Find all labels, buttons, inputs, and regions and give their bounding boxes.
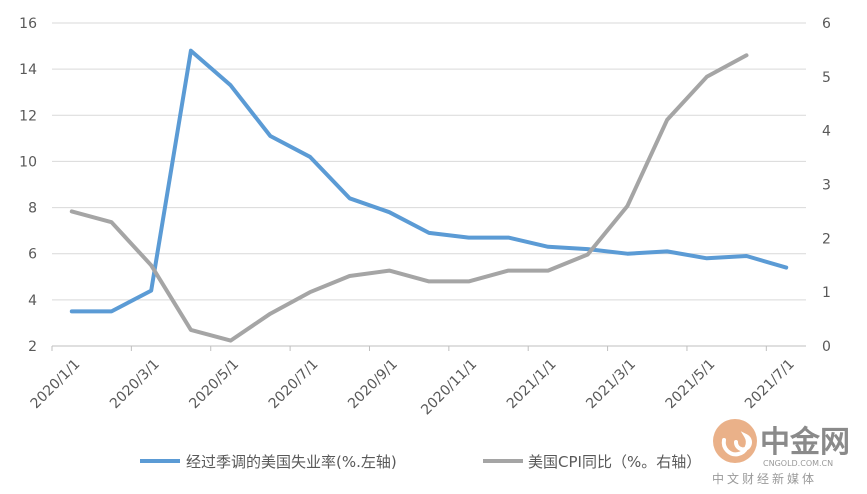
x-tick-label: 2021/3/1 bbox=[583, 356, 639, 412]
y-right-tick-label: 5 bbox=[822, 70, 831, 86]
watermark-logo-swirl bbox=[721, 431, 752, 457]
y-right-tick-label: 0 bbox=[822, 339, 831, 355]
y-left-tick-label: 12 bbox=[19, 108, 37, 124]
legend-label: 美国CPI同比（%。右轴） bbox=[528, 453, 701, 471]
x-tick-label: 2020/7/1 bbox=[266, 356, 322, 412]
legend: 经过季调的美国失业率(%.左轴) 美国CPI同比（%。右轴） bbox=[140, 453, 701, 471]
y-right-tick-label: 3 bbox=[822, 178, 831, 194]
y-left-tick-label: 6 bbox=[28, 247, 37, 263]
y-right-tick-label: 1 bbox=[822, 285, 831, 301]
legend-label: 经过季调的美国失业率(%.左轴) bbox=[186, 453, 397, 471]
x-tick-label: 2021/5/1 bbox=[663, 356, 719, 412]
y-left-tick-label: 16 bbox=[19, 16, 37, 32]
x-tick-label: 2020/5/1 bbox=[186, 356, 242, 412]
unemployment-series-line bbox=[69, 48, 789, 314]
cpi-series-line bbox=[69, 53, 749, 343]
gridlines bbox=[52, 22, 806, 301]
x-tick-label: 2021/1/1 bbox=[504, 356, 560, 412]
watermark-brand: 中金网 bbox=[760, 425, 850, 460]
y-right-tick-label: 4 bbox=[822, 124, 831, 140]
y-left-tick-label: 2 bbox=[28, 339, 37, 355]
y-right-tick-label: 2 bbox=[822, 231, 831, 247]
y-left-tick-label: 14 bbox=[19, 62, 37, 78]
y-left-tick-label: 8 bbox=[28, 201, 37, 217]
watermark-tagline: 中文财经新媒体 bbox=[712, 471, 817, 486]
x-tick-label: 2020/1/1 bbox=[28, 356, 84, 412]
x-tick-label: 2020/3/1 bbox=[107, 356, 163, 412]
y-left-tick-label: 10 bbox=[19, 154, 37, 170]
x-tick-label: 2020/9/1 bbox=[345, 356, 401, 412]
y-left-tick-label: 4 bbox=[28, 293, 37, 309]
x-tick-label: 2020/11/1 bbox=[418, 356, 480, 418]
watermark-site: CNGOLD.COM.CN bbox=[763, 459, 833, 468]
y-right-tick-label: 6 bbox=[822, 16, 831, 32]
x-tick-label: 2021/7/1 bbox=[742, 356, 798, 412]
series-lines bbox=[69, 48, 789, 343]
